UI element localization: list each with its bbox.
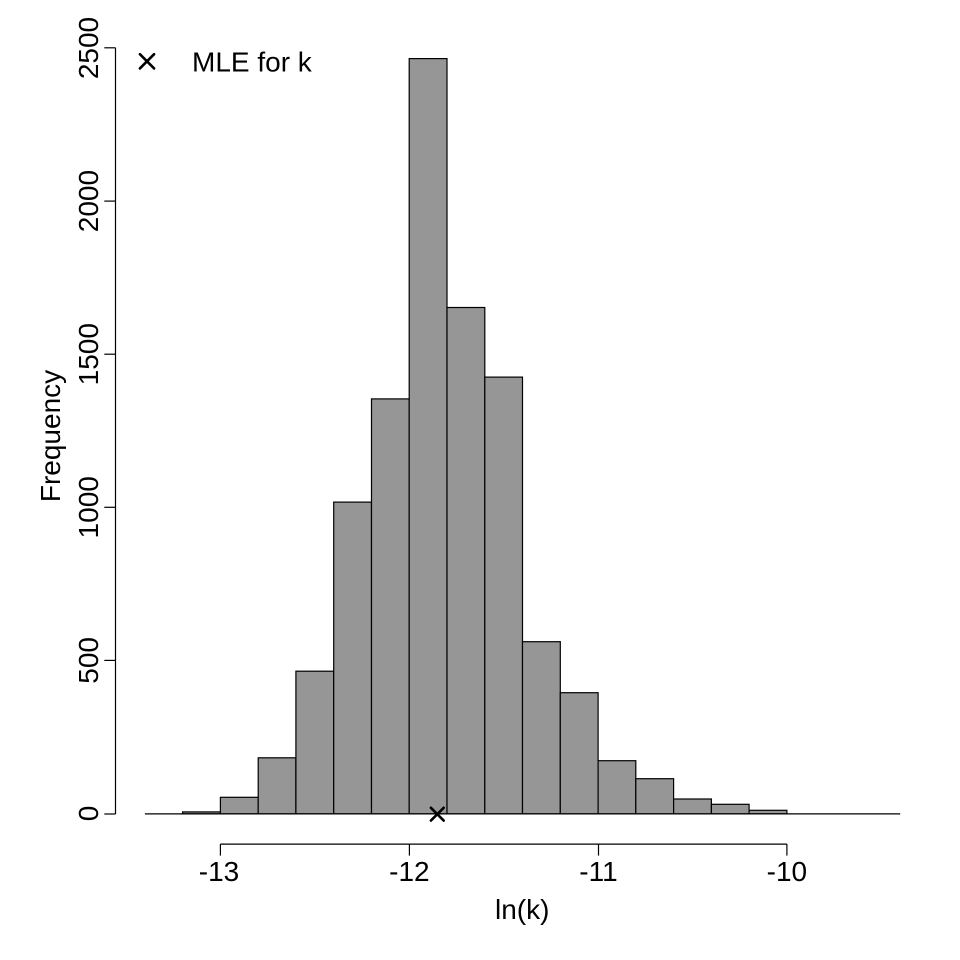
svg-text:500: 500	[73, 637, 104, 684]
svg-text:ln(k): ln(k)	[495, 894, 549, 925]
svg-text:MLE for k: MLE for k	[192, 46, 313, 77]
svg-text:Frequency: Frequency	[35, 370, 66, 502]
svg-text:2500: 2500	[73, 17, 104, 79]
svg-text:2000: 2000	[73, 170, 104, 232]
svg-text:-11: -11	[579, 856, 617, 887]
svg-text:-12: -12	[389, 856, 429, 887]
svg-text:-13: -13	[199, 856, 239, 887]
svg-text:1000: 1000	[73, 476, 104, 538]
svg-text:-10: -10	[767, 856, 807, 887]
svg-text:1500: 1500	[73, 323, 104, 385]
svg-text:0: 0	[73, 806, 104, 822]
